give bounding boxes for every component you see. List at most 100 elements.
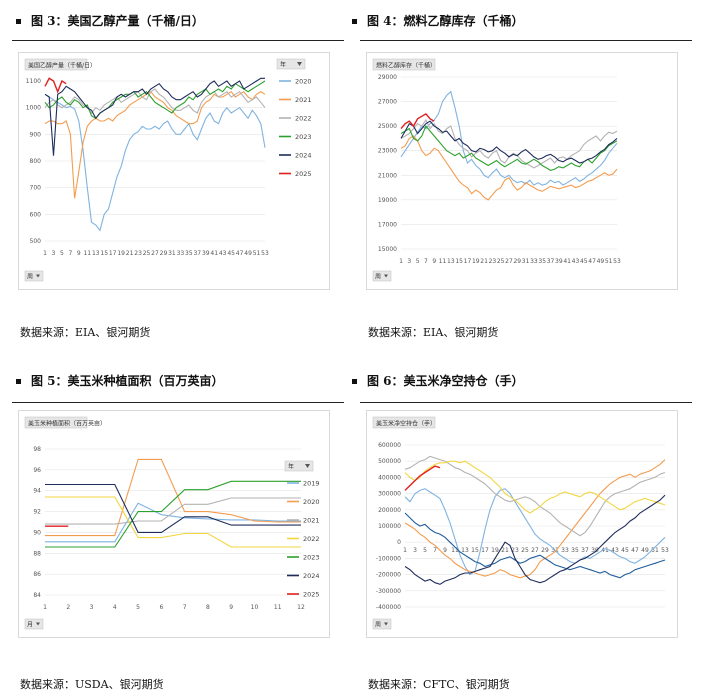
series-line-2025	[400, 113, 435, 130]
svg-text:2024: 2024	[303, 572, 320, 580]
x-tick-label: 21	[501, 547, 509, 554]
x-tick-label: 41	[210, 250, 218, 257]
y-tick-label: 300000	[378, 491, 401, 498]
x-tick-label: 4	[113, 604, 117, 611]
x-tick-label: 1	[399, 258, 403, 265]
svg-text:美玉米净空持仓（手）: 美玉米净空持仓（手）	[376, 420, 436, 428]
x-tick-label: 41	[601, 547, 609, 554]
figure-3-source: 数据来源：EIA、银河期货	[20, 326, 151, 339]
legend-entry-2021: 2021	[279, 96, 312, 104]
y-tick-label: 29000	[378, 74, 397, 81]
svg-text:2022: 2022	[303, 535, 320, 543]
y-tick-label: -400000	[376, 604, 401, 611]
y-tick-label: 200000	[378, 507, 401, 514]
svg-text:2021: 2021	[295, 96, 312, 104]
legend-header[interactable]: 年	[284, 460, 314, 472]
figure-3-chart: 美国乙醇产量（千桶/日） 500 600 700 800 900 1000 1100 1 3 5 7 9…	[18, 52, 330, 290]
x-tick-label: 13	[92, 250, 100, 257]
figure-5-source: 数据来源：USDA、银河期货	[20, 678, 164, 691]
x-tick-label: 3	[407, 258, 411, 265]
x-tick-label: 1	[43, 250, 47, 257]
x-tick-label: 12	[297, 604, 305, 611]
x-tick-label: 11	[83, 250, 91, 257]
x-tick-label: 23	[134, 250, 142, 257]
svg-text:2022: 2022	[295, 115, 312, 123]
x-tick-label: 17	[464, 258, 472, 265]
x-tick-label: 19	[491, 547, 499, 554]
legend-entry-2020: 2020	[279, 78, 312, 86]
series-line-2020	[44, 93, 266, 232]
x-tick-label: 29	[160, 250, 168, 257]
y-tick-label: 21000	[378, 172, 397, 179]
legend-entry-2022: 2022	[279, 115, 312, 123]
x-tick-label: 43	[572, 258, 580, 265]
series-line-2020	[400, 90, 618, 186]
axis-field-button[interactable]: 周	[372, 618, 392, 630]
legend-header[interactable]: 年	[276, 58, 306, 70]
x-tick-label: 33	[177, 250, 185, 257]
figure-6-source: 数据来源：CFTC、银河期货	[368, 678, 510, 691]
svg-text:周: 周	[375, 274, 381, 281]
x-tick-label: 49	[244, 250, 252, 257]
y-tick-label: 98	[33, 446, 41, 453]
y-tick-label: 96	[33, 467, 41, 474]
svg-text:周: 周	[27, 274, 33, 281]
y-tick-label: 1100	[26, 78, 41, 85]
x-tick-label: 37	[193, 250, 201, 257]
series-line-2019	[404, 488, 666, 576]
series-line-2019	[45, 502, 301, 543]
x-tick-label: 11	[451, 547, 459, 554]
figure-4-title: 图 4：燃料乙醇库存（千桶）	[352, 12, 524, 29]
x-tick-label: 17	[481, 547, 489, 554]
x-tick-label: 25	[497, 258, 505, 265]
y-tick-label: 25000	[378, 123, 397, 130]
x-tick-label: 27	[531, 547, 539, 554]
x-tick-label: 15	[471, 547, 479, 554]
x-tick-label: 47	[631, 547, 639, 554]
mid-rule-left	[12, 402, 344, 403]
series-line-2022	[404, 460, 666, 514]
x-tick-label: 5	[60, 250, 64, 257]
x-tick-label: 15	[455, 258, 463, 265]
x-tick-label: 3	[52, 250, 56, 257]
svg-text:周: 周	[375, 622, 381, 629]
x-tick-label: 53	[661, 547, 669, 554]
series-line-2021	[404, 455, 666, 537]
x-tick-label: 25	[143, 250, 151, 257]
axis-field-button[interactable]: 周	[372, 270, 392, 282]
y-tick-label: 27000	[378, 99, 397, 106]
x-tick-label: 45	[227, 250, 235, 257]
legend-entry-2025: 2025	[279, 170, 312, 178]
x-tick-label: 43	[219, 250, 227, 257]
x-tick-label: 19	[117, 250, 125, 257]
series-line-2023	[404, 512, 666, 579]
x-tick-label: 8	[206, 604, 210, 611]
y-tick-label: 90	[33, 529, 41, 536]
axis-field-button[interactable]: 周	[24, 270, 44, 282]
svg-text:美国乙醇产量（千桶/日）: 美国乙醇产量（千桶/日）	[28, 62, 96, 70]
x-tick-label: 29	[541, 547, 549, 554]
x-tick-label: 17	[109, 250, 117, 257]
series-line-2024	[400, 120, 618, 164]
x-tick-label: 33	[530, 258, 538, 265]
x-tick-label: 39	[555, 258, 563, 265]
legend-entry-2024: 2024	[279, 152, 312, 160]
x-tick-label: 23	[511, 547, 519, 554]
x-tick-label: 31	[168, 250, 176, 257]
x-tick-label: 39	[591, 547, 599, 554]
svg-text:年: 年	[280, 61, 286, 69]
y-tick-label: 600000	[378, 442, 401, 449]
x-tick-label: 37	[547, 258, 555, 265]
x-tick-label: 9	[77, 250, 81, 257]
x-tick-label: 9	[229, 604, 233, 611]
x-tick-label: 11	[439, 258, 447, 265]
x-tick-label: 7	[183, 604, 187, 611]
legend-entry-2025: 2025	[287, 591, 320, 599]
axis-field-button[interactable]: 月	[24, 618, 44, 630]
y-tick-label: 400000	[378, 474, 401, 481]
x-tick-label: 5	[136, 604, 140, 611]
x-tick-label: 29	[513, 258, 521, 265]
y-tick-label: -300000	[376, 588, 401, 595]
x-tick-label: 27	[151, 250, 159, 257]
x-tick-label: 5	[416, 258, 420, 265]
